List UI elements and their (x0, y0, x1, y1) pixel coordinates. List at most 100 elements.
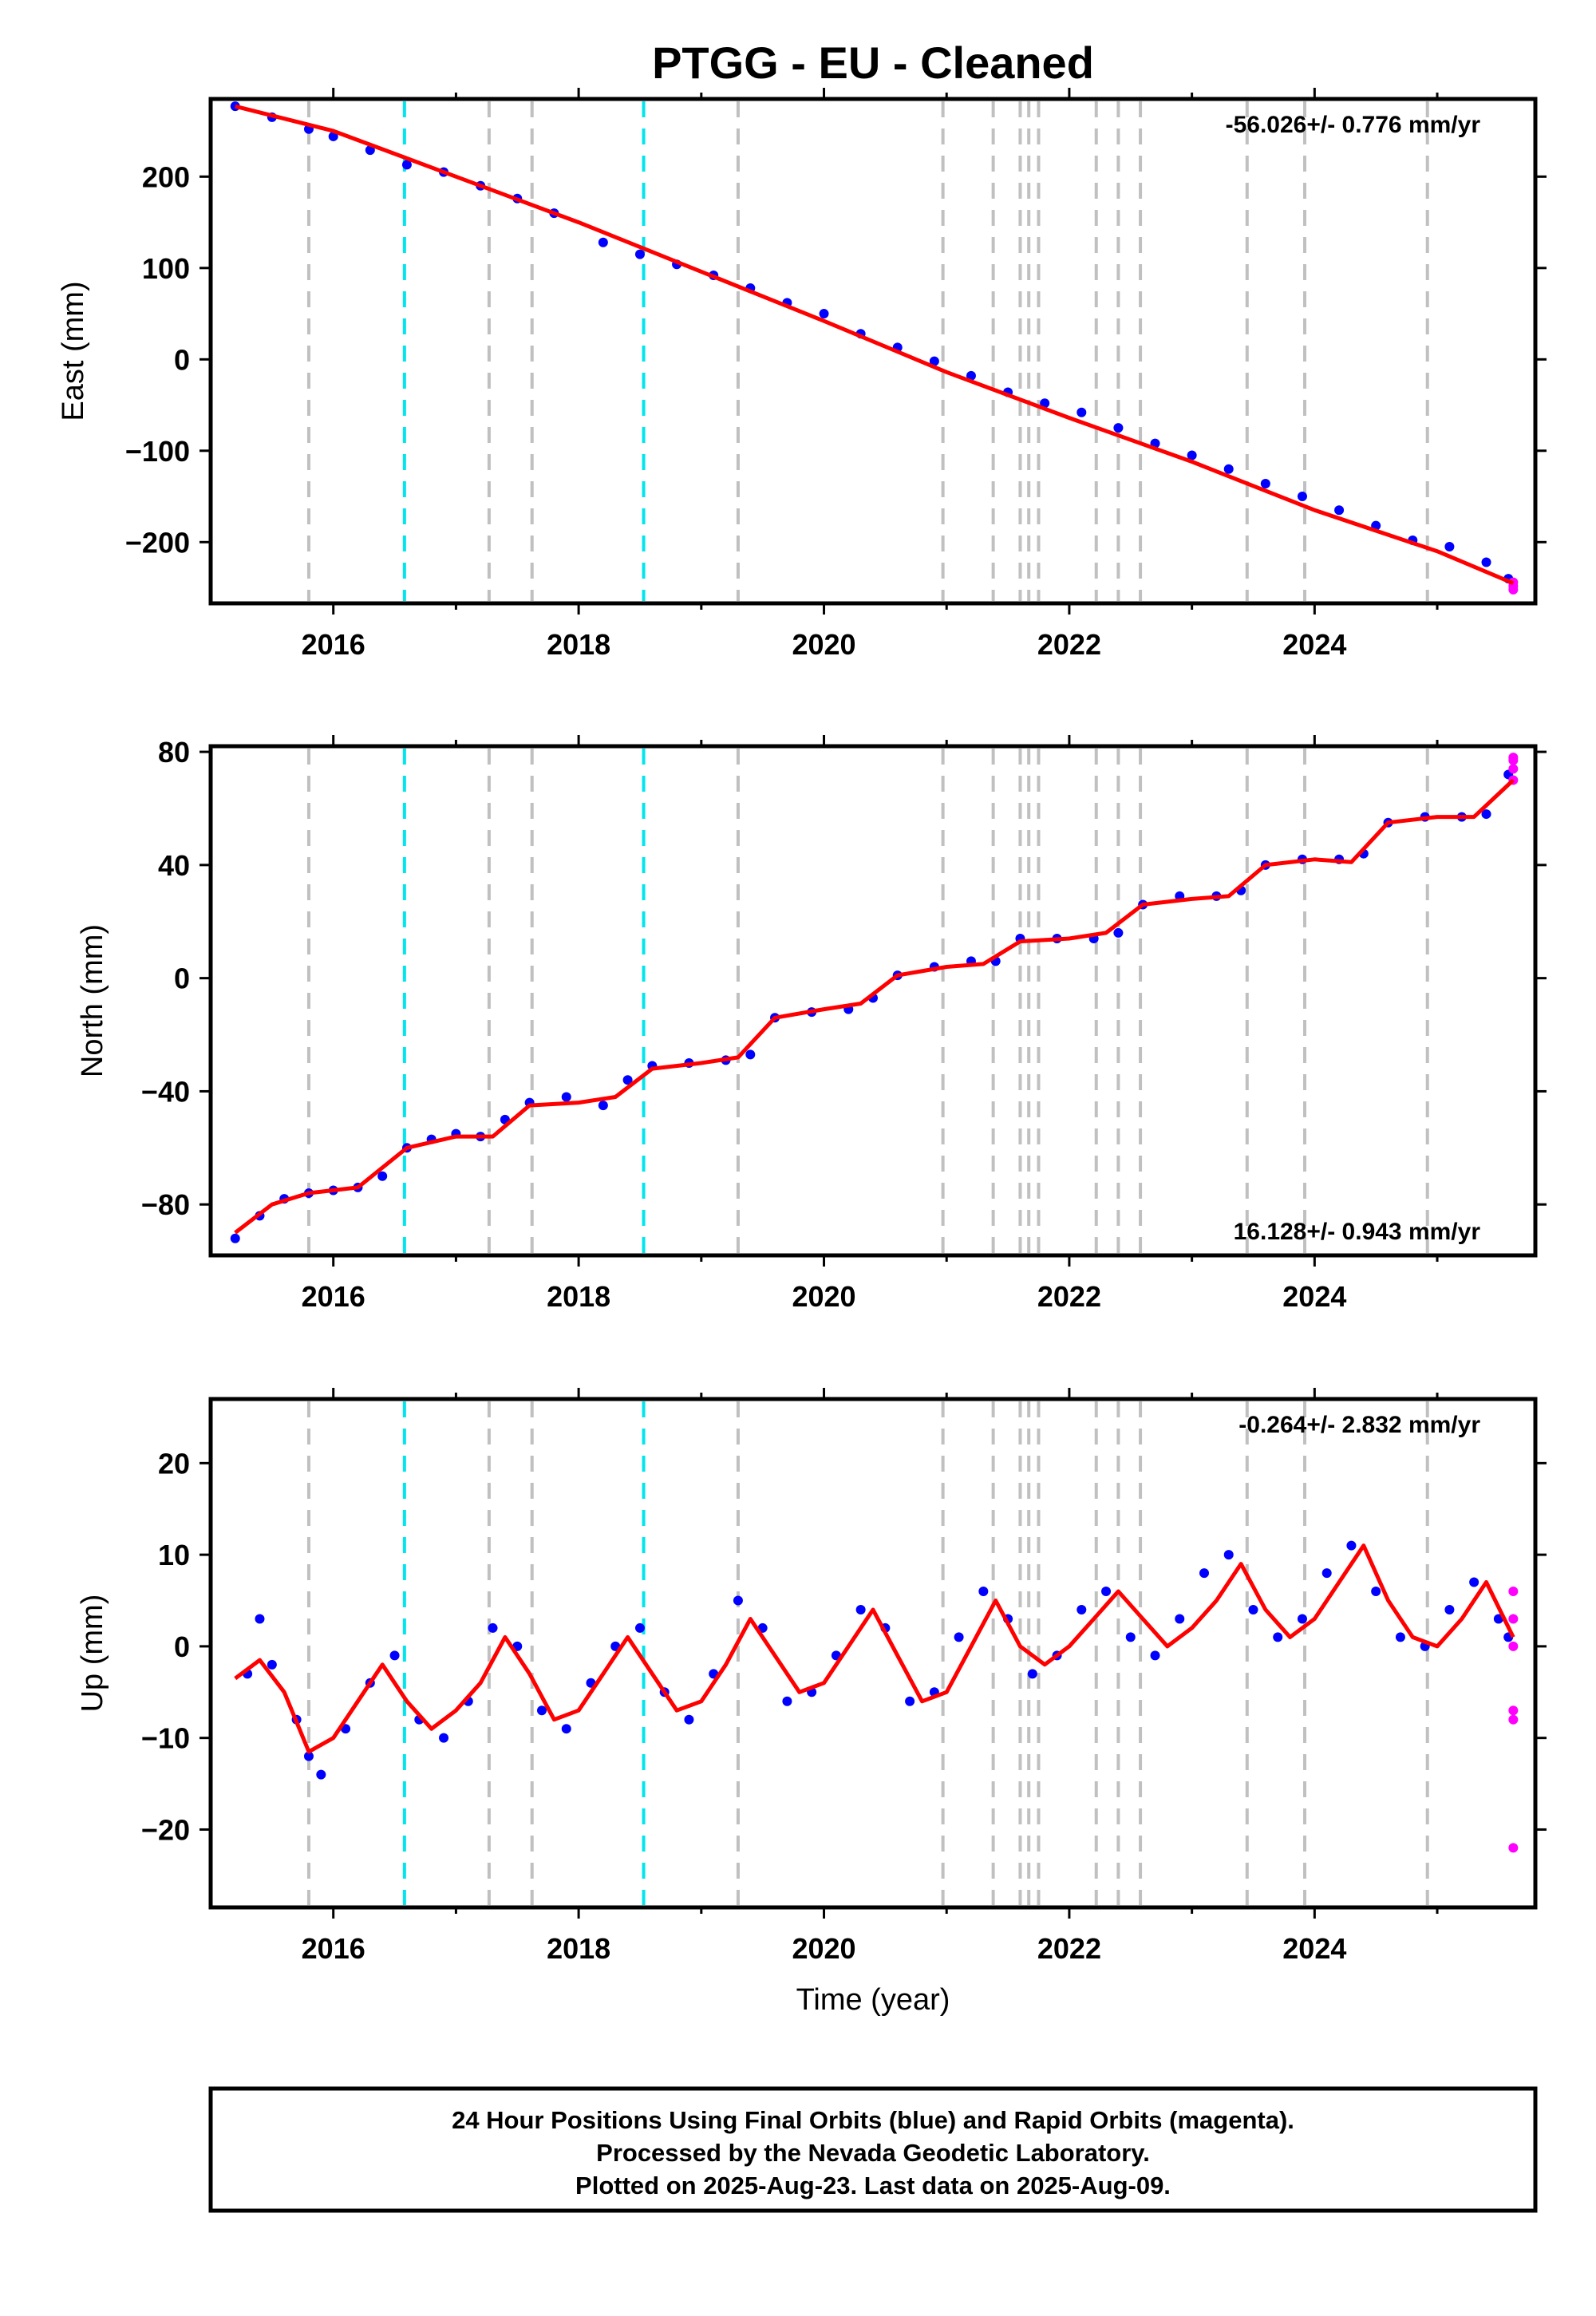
east-x-tick-label: 2020 (792, 628, 855, 661)
up-data-point (537, 1705, 547, 1716)
up-data-point (561, 1724, 571, 1734)
up-data-point (733, 1595, 743, 1606)
footer-border (208, 2086, 1538, 2213)
east-y-tick-label: 100 (142, 252, 190, 285)
east-data-point (1113, 423, 1124, 433)
up-data-point (978, 1587, 989, 1597)
east-data-point (1334, 505, 1345, 516)
north-series-final-orbits (230, 769, 1514, 1243)
east-fit-line (235, 104, 1515, 586)
north-data-point (230, 1233, 240, 1243)
north-data-point (377, 1171, 388, 1181)
north-data-point (561, 1092, 571, 1102)
east-y-axis-label: East (mm) (57, 281, 90, 421)
up-x-tick-label: 2020 (792, 1932, 855, 1965)
north-y-tick-label: 0 (174, 962, 190, 995)
up-data-point (1508, 1843, 1519, 1853)
footer-line-2: Processed by the Nevada Geodetic Laborat… (596, 2139, 1150, 2167)
up-data-point (1371, 1587, 1381, 1597)
east-data-point (1187, 450, 1197, 460)
east-data-point (1040, 398, 1050, 409)
east-panel: 200 100 0 −100 −200 2016 2018 2020 2022 2024 East … (57, 88, 1547, 661)
up-data-point (855, 1604, 866, 1614)
up-data-point (1508, 1705, 1519, 1716)
east-data-point (1481, 557, 1491, 567)
north-x-tick-label: 2020 (792, 1280, 855, 1313)
east-data-point (401, 160, 412, 170)
up-panel: 20 10 0 −10 −20 2016 2018 2020 2022 2024 Up (mm) -0… (76, 1388, 1547, 1965)
east-data-point (1223, 464, 1234, 474)
up-x-tick-label: 2016 (302, 1932, 365, 1965)
up-fit-line (234, 1543, 1515, 1754)
up-data-point (1077, 1604, 1087, 1614)
up-x-tick-label: 2022 (1037, 1932, 1101, 1965)
footer-box: 24 Hour Positions Using Final Orbits (bl… (208, 2086, 1538, 2213)
north-y-tick-label: −80 (141, 1188, 190, 1221)
x-axis-label: Time (year) (796, 1983, 950, 2017)
up-data-point (1508, 1641, 1519, 1651)
up-data-point (1175, 1614, 1185, 1624)
east-plot-frame (208, 97, 1538, 606)
east-x-tick-label: 2024 (1282, 628, 1346, 661)
east-data-point (966, 370, 976, 381)
east-x-tick-label: 2016 (302, 628, 365, 661)
east-data-point (598, 237, 608, 247)
up-plot-frame (208, 1397, 1538, 1910)
up-data-point (1248, 1604, 1258, 1614)
up-data-point (389, 1650, 400, 1661)
up-data-point (1444, 1604, 1455, 1614)
east-data-point (1260, 479, 1270, 489)
up-data-point (954, 1632, 964, 1642)
up-data-point (439, 1733, 449, 1743)
up-data-point (1508, 1714, 1519, 1725)
up-y-tick-label: 0 (174, 1630, 190, 1663)
up-data-point (267, 1659, 277, 1670)
up-data-point (488, 1622, 498, 1633)
up-data-point (905, 1696, 915, 1706)
up-data-point (1321, 1568, 1332, 1579)
north-data-point (1113, 927, 1124, 938)
east-y-tick-label: 200 (142, 160, 190, 193)
east-rate-label: -56.026+/- 0.776 mm/yr (1226, 112, 1481, 138)
north-fit-line (234, 778, 1515, 1235)
up-data-point (1469, 1577, 1479, 1587)
up-x-tick-label: 2018 (547, 1932, 610, 1965)
up-data-point (1027, 1669, 1037, 1679)
east-data-point (1297, 492, 1307, 502)
up-x-tick-label: 2024 (1282, 1932, 1346, 1965)
up-y-tick-label: −20 (141, 1813, 190, 1846)
up-data-point (316, 1769, 326, 1780)
up-data-point (1101, 1587, 1112, 1597)
up-series-final-orbits (243, 1540, 1514, 1780)
east-data-point (1508, 584, 1519, 595)
up-data-point (1297, 1614, 1307, 1624)
up-data-point (1273, 1632, 1283, 1642)
north-data-point (598, 1101, 608, 1111)
up-data-point (1508, 1614, 1519, 1624)
up-series-rapid-orbits (1508, 1587, 1519, 1853)
east-y-tick-label: 0 (174, 343, 190, 376)
up-y-axis-label: Up (mm) (76, 1595, 109, 1713)
east-data-point (819, 309, 829, 319)
up-data-point (255, 1614, 265, 1624)
chart-title: PTGG - EU - Cleaned (652, 38, 1094, 88)
north-x-tick-label: 2018 (547, 1280, 610, 1313)
up-y-tick-label: −10 (141, 1722, 190, 1755)
footer-line-3: Plotted on 2025-Aug-23. Last data on 202… (575, 2172, 1171, 2199)
up-data-point (1346, 1540, 1357, 1551)
up-data-point (634, 1622, 645, 1633)
north-x-tick-label: 2022 (1037, 1280, 1101, 1313)
north-rate-label: 16.128+/- 0.943 mm/yr (1234, 1219, 1481, 1245)
up-rate-label: -0.264+/- 2.832 mm/yr (1238, 1412, 1480, 1438)
up-data-point (1125, 1632, 1136, 1642)
north-y-tick-label: −40 (141, 1075, 190, 1108)
north-data-point (1508, 753, 1519, 763)
east-y-tick-label: −100 (125, 435, 190, 468)
north-x-tick-label: 2024 (1282, 1280, 1346, 1313)
east-data-point (1077, 407, 1087, 417)
up-data-point (782, 1696, 792, 1706)
north-panel: 80 40 0 −40 −80 2016 2018 2020 2022 2024 North (mm… (76, 735, 1547, 1313)
north-data-point (1508, 764, 1519, 774)
north-data-point (1481, 809, 1491, 820)
